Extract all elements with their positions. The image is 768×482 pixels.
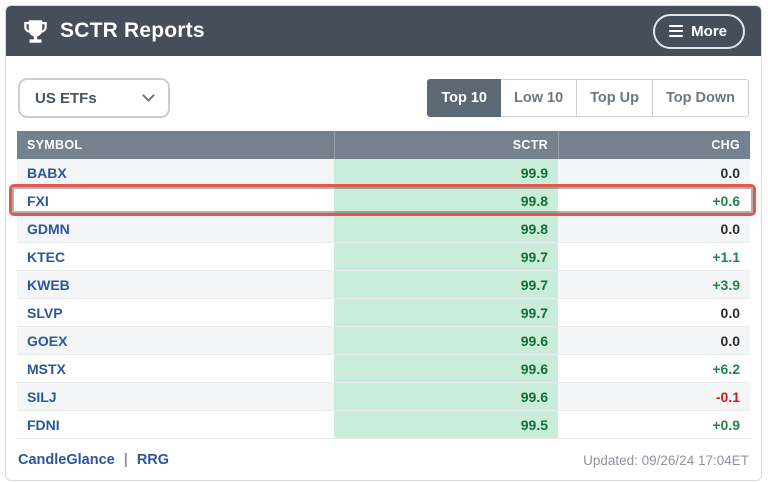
table-row: KTEC 99.7 +1.1 <box>17 243 750 271</box>
tab-top-up[interactable]: Top Up <box>577 79 653 117</box>
table-header-row: SYMBOL SCTR CHG <box>17 131 750 159</box>
chevron-down-icon <box>142 89 155 102</box>
page-title: SCTR Reports <box>60 19 205 42</box>
sctr-value: 99.9 <box>334 159 558 186</box>
sctr-value: 99.6 <box>334 355 558 382</box>
table-row: GOEX 99.6 0.0 <box>17 327 750 355</box>
chg-value: +0.9 <box>712 416 740 433</box>
sctr-value: 99.7 <box>334 271 558 298</box>
symbol-link[interactable]: FXI <box>27 192 49 209</box>
candleglance-link[interactable]: CandleGlance <box>18 452 115 468</box>
symbol-link[interactable]: GOEX <box>27 332 68 349</box>
symbol-link[interactable]: GDMN <box>27 220 70 237</box>
group-dropdown-value: US ETFs <box>35 89 97 107</box>
chg-value: 0.0 <box>720 220 740 237</box>
table-row: SLVP 99.7 0.0 <box>17 299 750 327</box>
rrg-link[interactable]: RRG <box>136 452 170 468</box>
sctr-value: 99.8 <box>334 187 558 214</box>
tab-low-10[interactable]: Low 10 <box>500 79 578 117</box>
symbol-link[interactable]: KTEC <box>27 248 66 265</box>
link-separator: | <box>123 452 128 468</box>
chg-value: -0.1 <box>715 388 740 405</box>
group-dropdown[interactable]: US ETFs <box>18 78 170 118</box>
table-row: BABX 99.9 0.0 <box>17 159 750 187</box>
symbol-link[interactable]: MSTX <box>27 360 66 377</box>
sctr-value: 99.7 <box>334 299 558 326</box>
chg-value: 0.0 <box>720 304 740 321</box>
tab-group: Top 10 Low 10 Top Up Top Down <box>427 79 749 117</box>
app-header: SCTR Reports More <box>6 6 761 56</box>
chg-value: +1.1 <box>712 248 740 265</box>
sctr-table: SYMBOL SCTR CHG BABX 99.9 0.0 FXI 99.8 +0.6 GD… <box>9 131 756 439</box>
sctr-value: 99.7 <box>334 243 558 270</box>
chg-value: 0.0 <box>720 332 740 349</box>
symbol-link[interactable]: KWEB <box>27 276 70 293</box>
chg-value: 0.0 <box>720 164 740 181</box>
more-button[interactable]: More <box>653 13 745 49</box>
sctr-value: 99.6 <box>334 327 558 354</box>
table-row: SILJ 99.6 -0.1 <box>17 383 750 411</box>
sctr-value: 99.6 <box>334 383 558 410</box>
symbol-link[interactable]: BABX <box>27 164 67 181</box>
table-row: MSTX 99.6 +6.2 <box>17 355 750 383</box>
footer-links: CandleGlance | RRG <box>18 452 169 468</box>
table-row: FXI 99.8 +0.6 <box>9 184 756 216</box>
table-body: BABX 99.9 0.0 FXI 99.8 +0.6 GDMN 99.8 0.0 KTEC 99.… <box>9 159 756 439</box>
toolbar: US ETFs Top 10 Low 10 Top Up Top Down <box>6 56 761 131</box>
sctr-reports-panel: SCTR Reports More US ETFs Top 10 Low 10 To… <box>5 5 762 481</box>
column-header-sctr: SCTR <box>334 131 558 159</box>
column-header-symbol: SYMBOL <box>27 138 83 152</box>
tab-top-10[interactable]: Top 10 <box>427 79 501 117</box>
more-button-label: More <box>691 22 727 40</box>
chg-value: +6.2 <box>712 360 740 377</box>
symbol-link[interactable]: FDNI <box>27 416 60 433</box>
footer: CandleGlance | RRG Updated: 09/26/24 17:… <box>6 439 761 481</box>
symbol-link[interactable]: SILJ <box>27 388 57 405</box>
table-row: KWEB 99.7 +3.9 <box>17 271 750 299</box>
sctr-value: 99.8 <box>334 215 558 242</box>
chg-value: +0.6 <box>712 192 740 209</box>
sctr-value: 99.5 <box>334 411 558 438</box>
symbol-link[interactable]: SLVP <box>27 304 63 321</box>
updated-timestamp: Updated: 09/26/24 17:04ET <box>583 452 749 468</box>
tab-top-down[interactable]: Top Down <box>653 79 749 117</box>
hamburger-icon <box>669 25 684 37</box>
table-row: FDNI 99.5 +0.9 <box>17 411 750 439</box>
column-header-chg: CHG <box>558 131 750 159</box>
chg-value: +3.9 <box>712 276 740 293</box>
trophy-icon <box>24 19 47 43</box>
table-row: GDMN 99.8 0.0 <box>17 215 750 243</box>
